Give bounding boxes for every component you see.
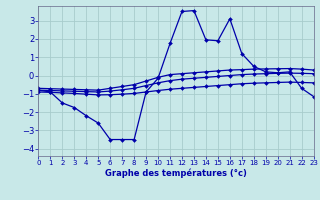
- X-axis label: Graphe des températures (°c): Graphe des températures (°c): [105, 169, 247, 178]
